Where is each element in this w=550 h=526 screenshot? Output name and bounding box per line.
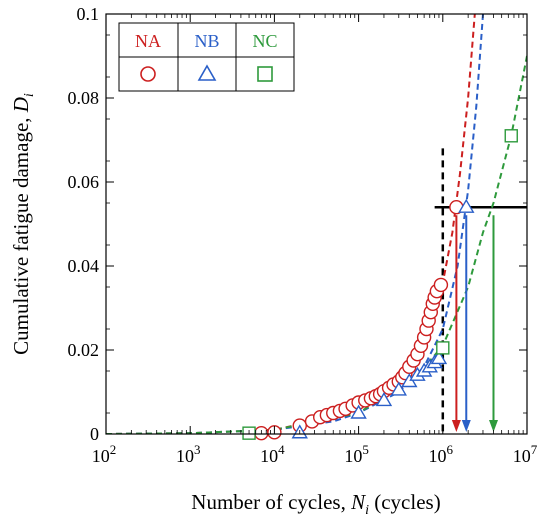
data-point-nb: [375, 392, 393, 407]
legend-circle-icon: [140, 66, 156, 82]
data-point-nc: [504, 129, 518, 143]
data-markers: [242, 129, 518, 441]
legend: NA NB NC: [118, 22, 295, 92]
fit-curve-nc: [106, 55, 527, 434]
legend-label-nc: NC: [252, 31, 277, 51]
fit-curve-na: [106, 14, 476, 434]
failure-arrowhead-nc: [488, 420, 498, 432]
y-tick-label: 0.08: [68, 88, 100, 108]
legend-label-nb: NB: [194, 31, 219, 51]
plot-frame: [105, 13, 528, 435]
y-tick-label: 0.06: [68, 172, 100, 192]
legend-label-na: NA: [135, 31, 161, 51]
x-axis-title: Number of cycles, Ni (cycles): [191, 490, 440, 518]
legend-triangle-icon: [197, 64, 217, 81]
y-tick-label: 0.04: [68, 256, 100, 276]
x-tick-label: 106: [429, 442, 454, 466]
x-tick-label: 107: [513, 442, 538, 466]
y-tick-label: 0: [90, 424, 99, 444]
y-tick-label: 0.1: [77, 4, 100, 24]
y-axis-title: Cumulative fatigue damage, Di: [9, 93, 37, 355]
data-point-nb: [430, 350, 448, 365]
data-point-na: [433, 277, 449, 293]
x-tick-label: 104: [260, 442, 285, 466]
axes: 102 103 104 105 106 107 0 0.02 0.04 0.06 0.08 0.1: [68, 4, 538, 466]
x-tick-label: 102: [92, 442, 117, 466]
x-tick-label: 103: [176, 442, 201, 466]
failure-arrowhead-nb: [461, 420, 471, 432]
data-point-nc: [436, 341, 450, 355]
data-point-nb: [350, 404, 367, 419]
failure-arrowhead-na: [451, 420, 461, 432]
legend-square-icon: [257, 66, 273, 82]
y-tick-label: 0.02: [68, 340, 100, 360]
data-point-nb: [390, 381, 407, 396]
x-tick-label: 105: [344, 442, 369, 466]
data-point-nb: [458, 198, 475, 213]
